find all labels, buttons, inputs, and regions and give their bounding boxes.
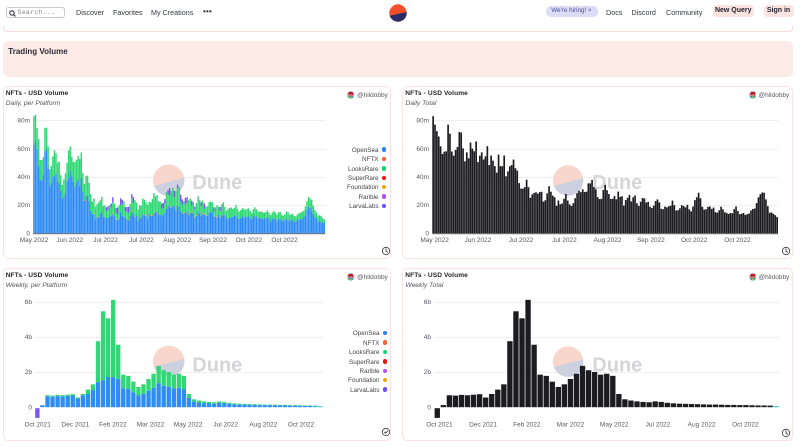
svg-text:Aug 2022: Aug 2022 [594,237,622,244]
svg-text:4b: 4b [424,334,432,341]
svg-text:20m: 20m [417,203,430,210]
svg-text:Oct 2022: Oct 2022 [732,422,759,429]
svg-text:Dune: Dune [192,355,242,377]
svg-text:May 2022: May 2022 [600,422,629,429]
svg-text:Feb 2022: Feb 2022 [99,422,127,429]
svg-text:2b: 2b [25,369,33,376]
svg-text:Oct 2021: Oct 2021 [24,422,51,429]
svg-text:Mar 2022: Mar 2022 [557,422,585,429]
svg-text:Aug 2022: Aug 2022 [688,422,716,429]
svg-text:Jul 2022: Jul 2022 [213,422,238,429]
svg-text:6b: 6b [424,299,432,306]
svg-text:Aug 2022: Aug 2022 [249,422,277,429]
svg-text:4b: 4b [25,334,33,341]
svg-text:80m: 80m [417,118,430,125]
svg-text:Mar 2022: Mar 2022 [137,422,165,429]
svg-text:0: 0 [28,405,32,412]
svg-text:0: 0 [26,231,30,238]
svg-text:Jul 2022: Jul 2022 [553,237,578,244]
svg-text:Dune: Dune [593,355,643,377]
svg-text:2b: 2b [424,369,432,376]
svg-text:Sep 2022: Sep 2022 [637,237,665,244]
svg-text:Oct 2022: Oct 2022 [235,237,262,244]
svg-text:20m: 20m [17,203,30,210]
svg-text:Oct 2022: Oct 2022 [288,422,315,429]
svg-text:6b: 6b [25,299,33,306]
svg-text:Dune: Dune [593,172,643,194]
svg-text:Oct 2022: Oct 2022 [725,237,752,244]
svg-text:Jun 2022: Jun 2022 [56,237,83,244]
svg-text:Jul 2022: Jul 2022 [509,237,534,244]
svg-text:80m: 80m [17,118,30,125]
svg-text:40m: 40m [417,174,430,181]
svg-text:Oct 2022: Oct 2022 [681,237,708,244]
svg-text:Oct 2022: Oct 2022 [271,237,298,244]
svg-text:Oct 2021: Oct 2021 [427,422,454,429]
svg-text:May 2022: May 2022 [421,237,450,244]
svg-text:Dune: Dune [192,172,242,194]
svg-text:Sep 2022: Sep 2022 [199,237,227,244]
svg-text:60m: 60m [417,146,430,153]
svg-text:60m: 60m [17,146,30,153]
svg-text:Jun 2022: Jun 2022 [465,237,492,244]
svg-text:0: 0 [428,405,432,412]
svg-text:Jul 2022: Jul 2022 [129,237,154,244]
svg-text:Aug 2022: Aug 2022 [163,237,191,244]
svg-text:0: 0 [426,231,430,238]
svg-text:Dec 2021: Dec 2021 [470,422,498,429]
svg-text:Feb 2022: Feb 2022 [513,422,541,429]
svg-text:May 2022: May 2022 [174,422,203,429]
svg-text:Jul 2022: Jul 2022 [646,422,671,429]
svg-text:Jul 2022: Jul 2022 [93,237,118,244]
svg-text:Dec 2021: Dec 2021 [61,422,89,429]
svg-text:May 2022: May 2022 [20,237,49,244]
svg-text:40m: 40m [17,174,30,181]
